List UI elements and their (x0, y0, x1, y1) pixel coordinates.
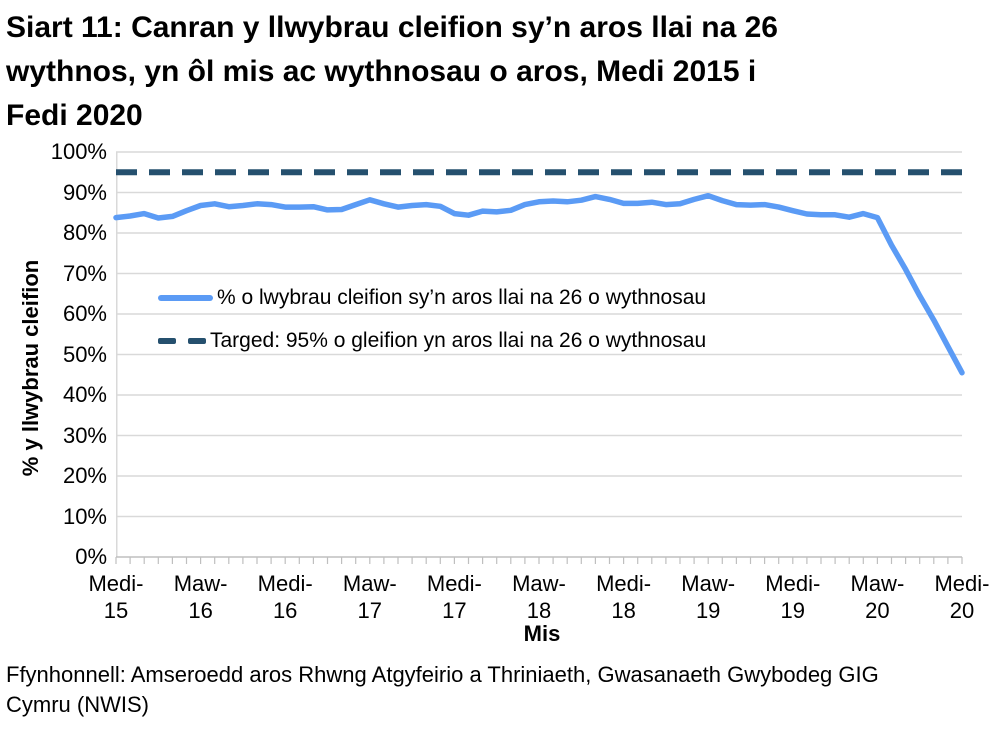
y-tick-label: 100% (50, 139, 107, 164)
plot-area: % o lwybrau cleifion sy’n aros llai na 2… (113, 151, 965, 564)
x-tick-label: Maw- 20 (850, 571, 905, 623)
y-tick-label: 60% (62, 301, 107, 326)
y-tick-label: 90% (62, 179, 107, 205)
legend-item-target: Targed: 95% o gleifion yn aros llai na 2… (158, 328, 758, 354)
chart-title: Siart 11: Canran y llwybrau cleifion sy’… (6, 6, 996, 138)
y-tick-label: 20% (62, 463, 107, 488)
x-tick-label: Maw- 19 (681, 571, 736, 623)
x-tick-label: Medi- 17 (426, 571, 482, 623)
y-tick-label: 50% (62, 341, 107, 367)
x-tick-label: Maw- 16 (173, 571, 228, 623)
y-tick-label: 0% (75, 544, 107, 569)
y-tick-label: 80% (62, 220, 107, 245)
x-tick-label: Medi- 16 (257, 571, 313, 623)
y-tick-label: 70% (62, 260, 107, 286)
legend-label-series: % o lwybrau cleifion sy’n aros llai na 2… (217, 286, 707, 309)
x-tick-label: Medi- 18 (596, 571, 652, 623)
y-tick-label: 10% (62, 503, 107, 529)
source-note: Ffynhonnell: Amseroedd aros Rhwng Atgyfe… (6, 660, 996, 720)
chart-title-line-3: Fedi 2020 (6, 99, 143, 132)
target-line-swatch (158, 338, 206, 344)
x-tick-label: Medi- 19 (765, 571, 821, 623)
chart-canvas (113, 151, 965, 564)
legend-label-target: Targed: 95% o gleifion yn aros llai na 2… (210, 329, 707, 352)
x-tick-label: Medi- 15 (88, 571, 144, 623)
source-note-line-1: Ffynhonnell: Amseroedd aros Rhwng Atgyfe… (6, 662, 879, 687)
chart-title-line-1: Siart 11: Canran y llwybrau cleifion sy’… (6, 11, 778, 44)
series-line-swatch (158, 295, 213, 301)
legend: % o lwybrau cleifion sy’n aros llai na 2… (158, 285, 758, 371)
x-axis-title: Mis (523, 621, 561, 646)
y-tick-label: 30% (62, 422, 107, 448)
x-tick-label: Medi- 20 (934, 571, 990, 623)
source-note-line-2: Cymru (NWIS) (6, 692, 149, 717)
series-line (113, 192, 965, 376)
chart-title-line-2: wythnos, yn ôl mis ac wythnosau o aros, … (6, 55, 757, 88)
legend-item-series: % o lwybrau cleifion sy’n aros llai na 2… (158, 285, 758, 311)
x-tick-label: Maw- 18 (512, 571, 566, 623)
x-tick-label: Maw- 17 (342, 571, 397, 623)
y-tick-label: 40% (62, 382, 107, 407)
